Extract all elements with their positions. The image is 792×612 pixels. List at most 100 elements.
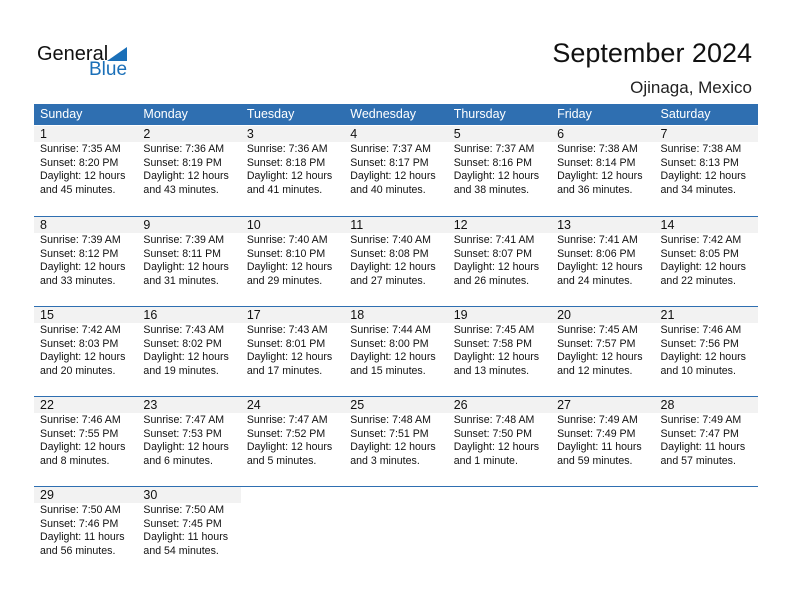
daylight: and 1 minute. [453,454,518,467]
sunset: Sunset: 8:16 PM [453,156,533,169]
day-cell: Sunrise: 7:35 AM Sunset: 8:20 PM Daylight:… [34,142,137,197]
daylight: and 13 minutes. [453,364,530,377]
sunrise: Sunrise: 7:37 AM [453,143,535,155]
daylight: and 45 minutes. [40,183,116,196]
daylight: and 24 minutes. [557,274,633,287]
date-strip: 22 23 24 25 26 27 28 [34,397,758,413]
sunrise: Sunrise: 7:49 AM [660,414,742,426]
sunset: Sunset: 8:20 PM [40,156,119,169]
sunset: Sunset: 8:13 PM [660,156,739,169]
sunset: Sunset: 8:12 PM [40,247,119,260]
day-cell: Sunrise: 7:41 AM Sunset: 8:07 PM Daylight:… [448,233,551,288]
day-number: 2 [143,127,151,141]
day-number: 27 [557,398,572,412]
day-cell: Sunrise: 7:36 AM Sunset: 8:19 PM Daylight:… [137,142,240,197]
weekday-sunday: Sunday [40,107,83,121]
day-number: 3 [246,127,254,141]
day-cell [448,503,551,558]
day-number: 12 [453,218,468,232]
sunset: Sunset: 8:19 PM [143,156,222,169]
sunset: Sunset: 8:08 PM [350,247,429,260]
daylight: and 17 minutes. [246,364,323,377]
sunset: Sunset: 8:10 PM [246,247,326,260]
day-number: 6 [557,127,565,141]
day-cell [241,503,344,558]
day-number: 20 [557,308,572,322]
sunrise: Sunrise: 7:39 AM [40,234,121,246]
sunrise: Sunrise: 7:45 AM [557,324,638,336]
daylight: Daylight: 12 hours [557,170,643,183]
day-cell: Sunrise: 7:41 AM Sunset: 8:06 PM Daylight:… [551,233,654,288]
daylight: and 3 minutes. [350,454,420,467]
daylight: Daylight: 12 hours [246,261,333,274]
daylight: and 5 minutes. [246,454,317,467]
page-title: September 2024 [552,38,752,68]
date-strip: 29 30 [34,487,758,503]
day-cell: Sunrise: 7:37 AM Sunset: 8:16 PM Daylight:… [448,142,551,197]
daylight: Daylight: 11 hours [557,441,642,454]
daylight: Daylight: 12 hours [246,170,333,183]
daylight: Daylight: 12 hours [453,351,540,364]
daylight: and 43 minutes. [143,183,219,196]
daylight: and 36 minutes. [557,183,633,196]
daylight: Daylight: 12 hours [40,441,126,454]
day-number: 21 [660,308,675,322]
sunrise: Sunrise: 7:48 AM [350,414,431,426]
week-row: 22 23 24 25 26 27 28 Sunrise: 7:46 AM Sunset: 7:… [34,396,758,486]
logo-text-blue: Blue [89,59,128,80]
day-number: 7 [660,127,668,141]
date-strip: 8 9 10 11 12 13 14 [34,217,758,233]
date-strip: 1 2 3 4 5 6 7 [34,126,758,142]
day-number: 5 [453,127,461,141]
day-number: 1 [40,127,47,141]
day-cell: Sunrise: 7:40 AM Sunset: 8:10 PM Daylight:… [241,233,344,288]
daylight: and 15 minutes. [350,364,426,377]
daylight: and 22 minutes. [660,274,736,287]
daylight: and 12 minutes. [557,364,633,377]
daylight: Daylight: 12 hours [453,261,540,274]
day-cell: Sunrise: 7:50 AM Sunset: 7:45 PM Daylight:… [137,503,240,558]
day-number: 29 [40,488,54,502]
weekday-tuesday: Tuesday [246,107,295,121]
sunset: Sunset: 7:57 PM [557,337,636,350]
daylight: Daylight: 12 hours [660,170,746,183]
logo: General Blue [37,43,137,83]
daylight: Daylight: 11 hours [143,531,229,544]
day-cell: Sunrise: 7:38 AM Sunset: 8:14 PM Daylight:… [551,142,654,197]
day-number [344,487,448,503]
day-cell: Sunrise: 7:37 AM Sunset: 8:17 PM Daylight:… [344,142,447,197]
sunrise: Sunrise: 7:39 AM [143,234,225,246]
sunrise: Sunrise: 7:37 AM [350,143,431,155]
day-number: 25 [350,398,365,412]
daylight: and 54 minutes. [143,544,219,557]
sunset: Sunset: 8:00 PM [350,337,429,350]
week-row: 8 9 10 11 12 13 14 Sunrise: 7:39 AM Sunset: 8:12… [34,216,758,306]
day-cell: Sunrise: 7:45 AM Sunset: 7:58 PM Daylight:… [448,323,551,378]
daylight: Daylight: 11 hours [660,441,746,454]
sunset: Sunset: 7:45 PM [143,517,222,530]
daylight: Daylight: 12 hours [350,261,436,274]
day-cell: Sunrise: 7:40 AM Sunset: 8:08 PM Daylight:… [344,233,447,288]
sunrise: Sunrise: 7:38 AM [660,143,742,155]
sunset: Sunset: 8:14 PM [557,156,636,169]
daylight: Daylight: 12 hours [40,261,126,274]
day-number: 22 [40,398,54,412]
day-cell: Sunrise: 7:50 AM Sunset: 7:46 PM Daylight:… [34,503,137,558]
day-number: 30 [143,488,158,502]
daylight: Daylight: 12 hours [246,351,333,364]
sunrise: Sunrise: 7:47 AM [246,414,328,426]
day-number: 11 [350,218,364,232]
sunrise: Sunrise: 7:49 AM [557,414,638,426]
day-number: 17 [246,308,261,322]
daylight: Daylight: 12 hours [143,261,229,274]
daylight: Daylight: 12 hours [453,441,540,454]
day-number: 28 [660,398,675,412]
sunset: Sunset: 8:06 PM [557,247,636,260]
sunset: Sunset: 8:05 PM [660,247,739,260]
calendar: Sunday Monday Tuesday Wednesday Thursday Frid… [34,104,758,576]
sunrise: Sunrise: 7:50 AM [40,504,121,516]
daylight: Daylight: 12 hours [557,351,643,364]
day-cell: Sunrise: 7:47 AM Sunset: 7:53 PM Daylight:… [137,413,240,468]
sunrise: Sunrise: 7:45 AM [453,324,535,336]
day-number: 19 [453,308,468,322]
